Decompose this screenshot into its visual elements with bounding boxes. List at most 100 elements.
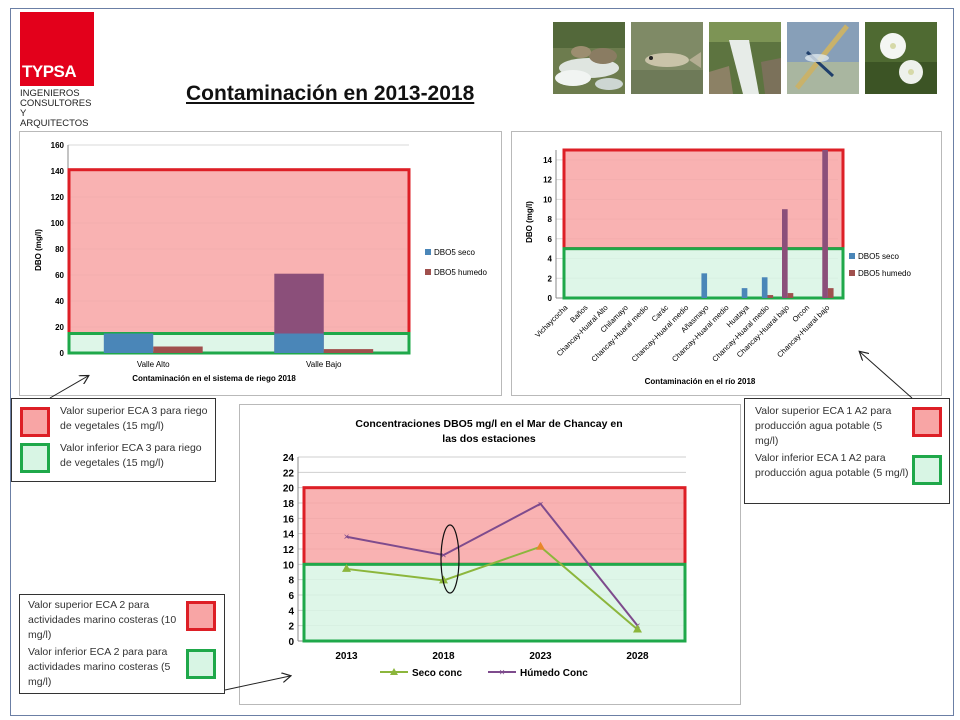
legend-mar-red-text: Valor superior ECA 2 para actividades ma… — [28, 599, 177, 641]
c2-y-tick: 12 — [543, 176, 552, 185]
rio-legend-seco: DBO5 seco — [858, 252, 899, 261]
c2-bar-seco — [701, 273, 708, 298]
c2-bar-overlap — [822, 150, 828, 298]
mar-title-1: Concentraciones DBO5 mg/l en el Mar de C… — [355, 418, 622, 430]
rio-y-label: DBO (mg/l) — [525, 201, 534, 243]
typsa-logo: TYPSA INGENIEROS CONSULTORES Y ARQUITECT… — [20, 12, 96, 129]
legend-riego-green-text: Valor inferior ECA 3 para riego de veget… — [60, 442, 202, 469]
c3-y-tick: 24 — [283, 453, 295, 464]
mar-legend-humedo: Húmedo Conc — [520, 668, 588, 679]
c2-y-tick: 10 — [543, 195, 552, 204]
arrow-rio — [860, 352, 913, 399]
rio-x-label: Contaminación en el río 2018 — [645, 377, 756, 386]
mar-chart-svg: Concentraciones DBO5 mg/l en el Mar de C… — [283, 418, 687, 679]
c1-y-tick: 0 — [60, 349, 65, 358]
c1-y-tick: 160 — [51, 141, 65, 150]
arrow-riego — [49, 376, 88, 399]
legend-mar-green-swatch — [186, 649, 216, 679]
logo-line-2: CONSULTORES — [20, 98, 92, 109]
rio-chart: 0 2 4 6 8 10 12 14 Vichaycocha Baños Chancay-Huar… — [511, 131, 942, 396]
c3-line-humedo — [346, 502, 639, 627]
white-flowers-photo — [865, 22, 937, 94]
c1-y-tick: 140 — [51, 167, 65, 176]
rio-legend-humedo-swatch — [849, 270, 855, 276]
legend-riego-green-swatch — [20, 443, 50, 473]
rio-legend-seco-swatch — [849, 253, 855, 259]
c3-y-tick: 4 — [288, 606, 294, 617]
c3-category-label: 2018 — [432, 651, 455, 662]
fish-photo — [631, 22, 703, 94]
riego-chart: 0 20 40 60 80 100 120 140 160 Valle Alto Valle Ba… — [19, 131, 502, 396]
riego-legend-seco-swatch — [425, 249, 431, 255]
c3-y-tick: 20 — [283, 484, 295, 495]
c3-y-tick: 2 — [288, 622, 294, 633]
riego-red-zone — [67, 168, 411, 336]
legend-riego: Valor superior ECA 3 para riego de veget… — [11, 398, 216, 482]
legend-rio-red-text: Valor superior ECA 1 A2 para producción … — [755, 405, 892, 447]
riego-legend-humedo-swatch — [425, 269, 431, 275]
c2-bar-seco — [741, 288, 748, 298]
c3-category-label: 2023 — [529, 651, 552, 662]
c3-y-tick: 18 — [283, 499, 295, 510]
c3-y-tick: 22 — [283, 468, 295, 479]
c2-bar-humedo — [827, 288, 834, 298]
dragonfly-photo — [787, 22, 859, 94]
legend-rio-red-swatch — [912, 407, 942, 437]
c2-y-tick: 4 — [548, 255, 553, 264]
c3-point-seco — [536, 541, 545, 550]
c2-bar-seco — [761, 277, 768, 298]
c2-y-tick: 0 — [548, 294, 553, 303]
c1-bar-humedo — [153, 346, 203, 353]
c2-y-tick: 6 — [548, 235, 553, 244]
legend-riego-red-swatch — [20, 407, 50, 437]
c1-category-label: Valle Alto — [137, 360, 170, 369]
c2-bar-overlap — [782, 209, 788, 298]
c3-category-label: 2013 — [335, 651, 358, 662]
logo-line-3: Y ARQUITECTOS — [20, 108, 89, 129]
c1-y-tick: 60 — [55, 271, 64, 280]
c1-bar-seco — [103, 333, 154, 353]
mar-legend-seco-marker — [390, 668, 398, 675]
legend-rio-green-swatch — [912, 455, 942, 485]
mar-chart: Concentraciones DBO5 mg/l en el Mar de C… — [239, 404, 741, 705]
highlight-ellipse — [440, 524, 460, 594]
riego-legend-humedo: DBO5 humedo — [434, 268, 487, 277]
riego-x-label: Contaminación en el sistema de riego 201… — [132, 374, 296, 383]
legend-mar: Valor superior ECA 2 para actividades ma… — [19, 594, 225, 694]
c2-y-tick: 2 — [548, 274, 553, 283]
c1-y-tick: 20 — [55, 323, 64, 332]
c2-bar-humedo — [787, 293, 794, 298]
logo-red-square: TYPSA — [20, 12, 94, 86]
c1-y-tick: 40 — [55, 297, 64, 306]
rio-legend-humedo: DBO5 humedo — [858, 269, 911, 278]
c3-y-tick: 8 — [288, 576, 294, 587]
legend-rio: Valor superior ECA 1 A2 para producción … — [744, 398, 950, 504]
legend-mar-red-swatch — [186, 601, 216, 631]
c2-y-tick: 8 — [548, 215, 553, 224]
c3-y-tick: 0 — [288, 637, 294, 648]
c3-y-tick: 14 — [283, 530, 295, 541]
mar-legend-seco: Seco conc — [412, 668, 462, 679]
page-title: Contaminación en 2013-2018 — [186, 82, 475, 105]
riego-legend-seco: DBO5 seco — [434, 248, 475, 257]
riego-chart-svg: 0 20 40 60 80 100 120 140 160 Valle Alto Valle Ba… — [34, 141, 487, 383]
c3-point-seco — [342, 563, 351, 572]
c1-category-label: Valle Bajo — [306, 360, 342, 369]
c1-bar-seco — [274, 333, 324, 353]
slide-frame — [10, 8, 954, 716]
c3-point-seco — [439, 575, 448, 584]
c1-y-tick: 80 — [55, 245, 64, 254]
legend-mar-green-text: Valor inferior ECA 2 para para actividad… — [28, 646, 171, 688]
legend-riego-red-text: Valor superior ECA 3 para riego de veget… — [60, 405, 208, 432]
waterfall-photo — [709, 22, 781, 94]
c3-point-humedo: × — [538, 499, 544, 510]
c3-line-seco — [346, 545, 639, 631]
c3-point-humedo: × — [441, 551, 447, 562]
c3-point-seco — [633, 624, 642, 633]
logo-brand: TYPSA — [22, 62, 77, 81]
mar-green-zone — [302, 562, 687, 643]
c3-y-tick: 6 — [288, 591, 294, 602]
logo-line-1: INGENIEROS — [20, 88, 80, 99]
